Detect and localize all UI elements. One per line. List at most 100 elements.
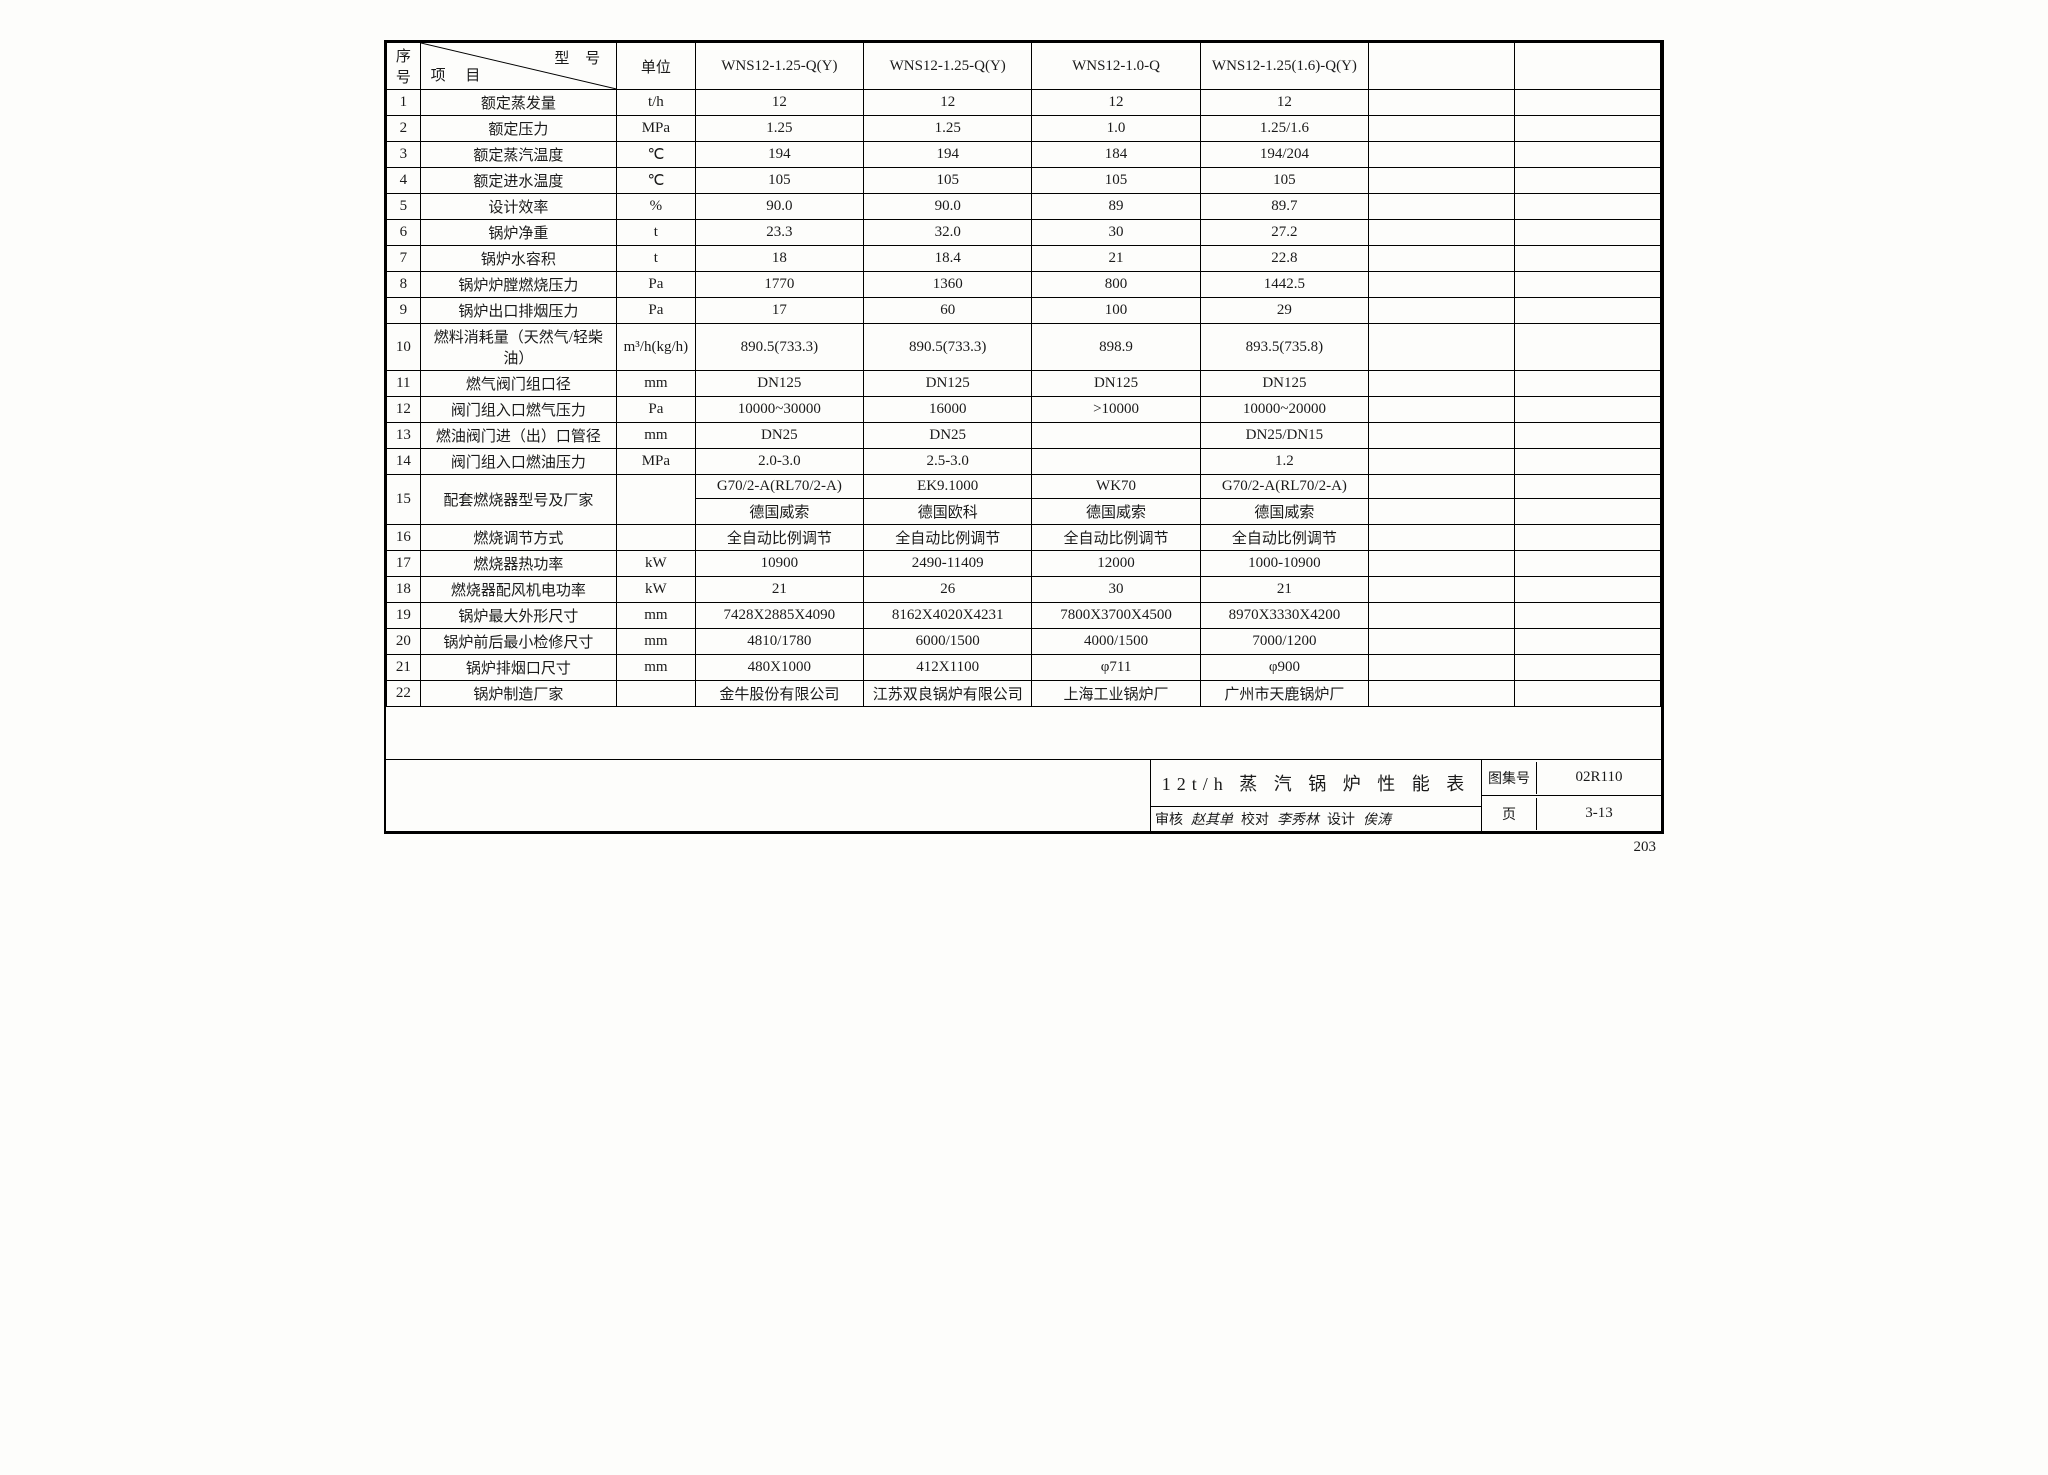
cell bbox=[1515, 525, 1661, 551]
cell: 德国威索 bbox=[695, 499, 863, 525]
table-row: 22锅炉制造厂家金牛股份有限公司江苏双良锅炉有限公司上海工业锅炉厂广州市天鹿锅炉… bbox=[387, 681, 1661, 707]
cell: 18.4 bbox=[864, 246, 1032, 272]
check-signature: 李秀林 bbox=[1273, 809, 1323, 829]
cell: 8970X3330X4200 bbox=[1200, 603, 1368, 629]
check-label: 校对 bbox=[1237, 809, 1273, 829]
row-item: 额定蒸发量 bbox=[420, 90, 616, 116]
cell bbox=[1369, 475, 1515, 499]
cell bbox=[1515, 142, 1661, 168]
row-item: 燃烧器配风机电功率 bbox=[420, 577, 616, 603]
row-item: 燃烧器热功率 bbox=[420, 551, 616, 577]
row-unit: mm bbox=[617, 603, 696, 629]
row-index: 13 bbox=[387, 423, 421, 449]
table-row: 6锅炉净重t23.332.03027.2 bbox=[387, 220, 1661, 246]
cell: 105 bbox=[695, 168, 863, 194]
row-item: 设计效率 bbox=[420, 194, 616, 220]
row-index: 4 bbox=[387, 168, 421, 194]
cell: 89.7 bbox=[1200, 194, 1368, 220]
cell: 17 bbox=[695, 298, 863, 324]
row-unit: kW bbox=[617, 577, 696, 603]
cell: 893.5(735.8) bbox=[1200, 324, 1368, 371]
row-item: 阀门组入口燃油压力 bbox=[420, 449, 616, 475]
table-row: 8锅炉炉膛燃烧压力Pa177013608001442.5 bbox=[387, 272, 1661, 298]
row-item: 阀门组入口燃气压力 bbox=[420, 397, 616, 423]
cell: 1.25 bbox=[695, 116, 863, 142]
table-row: 21锅炉排烟口尺寸mm480X1000412X1100φ711φ900 bbox=[387, 655, 1661, 681]
row-unit: mm bbox=[617, 423, 696, 449]
col-item-header: 型 号 项 目 bbox=[420, 43, 616, 90]
cell: 4000/1500 bbox=[1032, 629, 1200, 655]
row-unit: MPa bbox=[617, 449, 696, 475]
cell: 1.2 bbox=[1200, 449, 1368, 475]
table-row: 11燃气阀门组口径mmDN125DN125DN125DN125 bbox=[387, 371, 1661, 397]
cell: 194 bbox=[864, 142, 1032, 168]
model-header: WNS12-1.25-Q(Y) bbox=[864, 43, 1032, 90]
cell: 10000~20000 bbox=[1200, 397, 1368, 423]
row-item: 锅炉出口排烟压力 bbox=[420, 298, 616, 324]
cell: 1.25 bbox=[864, 116, 1032, 142]
row-unit bbox=[617, 525, 696, 551]
cell: 7800X3700X4500 bbox=[1032, 603, 1200, 629]
row-unit bbox=[617, 681, 696, 707]
cell bbox=[1515, 246, 1661, 272]
cell: 1.25/1.6 bbox=[1200, 116, 1368, 142]
row-index: 12 bbox=[387, 397, 421, 423]
cell: 21 bbox=[1032, 246, 1200, 272]
cell: DN25 bbox=[695, 423, 863, 449]
row-index: 16 bbox=[387, 525, 421, 551]
row-unit: m³/h(kg/h) bbox=[617, 324, 696, 371]
cell: >10000 bbox=[1032, 397, 1200, 423]
row-item: 锅炉炉膛燃烧压力 bbox=[420, 272, 616, 298]
cell: DN25/DN15 bbox=[1200, 423, 1368, 449]
cell: 18 bbox=[695, 246, 863, 272]
row-unit: mm bbox=[617, 371, 696, 397]
row-item: 锅炉制造厂家 bbox=[420, 681, 616, 707]
table-header-row: 序号 型 号 项 目 单位 WNS12-1.25-Q(Y) WNS12-1.25… bbox=[387, 43, 1661, 90]
cell: 10000~30000 bbox=[695, 397, 863, 423]
cell bbox=[1032, 449, 1200, 475]
header-model-label: 型 号 bbox=[554, 47, 606, 68]
row-unit bbox=[617, 475, 696, 525]
cell: 2.0-3.0 bbox=[695, 449, 863, 475]
cell: 1770 bbox=[695, 272, 863, 298]
row-index: 3 bbox=[387, 142, 421, 168]
cell: 8162X4020X4231 bbox=[864, 603, 1032, 629]
row-item: 锅炉最大外形尺寸 bbox=[420, 603, 616, 629]
row-unit: t/h bbox=[617, 90, 696, 116]
cell: 27.2 bbox=[1200, 220, 1368, 246]
cell: EK9.1000 bbox=[864, 475, 1032, 499]
table-row: 3额定蒸汽温度℃194194184194/204 bbox=[387, 142, 1661, 168]
table-row: 20锅炉前后最小检修尺寸mm4810/17806000/15004000/150… bbox=[387, 629, 1661, 655]
row-unit: ℃ bbox=[617, 142, 696, 168]
header-item-label: 项 目 bbox=[431, 64, 489, 85]
cell: DN125 bbox=[864, 371, 1032, 397]
audit-label: 审核 bbox=[1151, 809, 1187, 829]
row-item: 配套燃烧器型号及厂家 bbox=[420, 475, 616, 525]
cell: DN125 bbox=[1032, 371, 1200, 397]
cell: 194 bbox=[695, 142, 863, 168]
cell: 21 bbox=[695, 577, 863, 603]
cell bbox=[1515, 324, 1661, 371]
cell: 412X1100 bbox=[864, 655, 1032, 681]
row-item: 锅炉前后最小检修尺寸 bbox=[420, 629, 616, 655]
cell: 105 bbox=[1200, 168, 1368, 194]
cell bbox=[1369, 298, 1515, 324]
row-item: 锅炉水容积 bbox=[420, 246, 616, 272]
table-row: 5设计效率%90.090.08989.7 bbox=[387, 194, 1661, 220]
cell bbox=[1369, 246, 1515, 272]
table-row: 12阀门组入口燃气压力Pa10000~3000016000>1000010000… bbox=[387, 397, 1661, 423]
cell: 29 bbox=[1200, 298, 1368, 324]
cell: 800 bbox=[1032, 272, 1200, 298]
row-unit: MPa bbox=[617, 116, 696, 142]
row-item: 燃气阀门组口径 bbox=[420, 371, 616, 397]
cell: 60 bbox=[864, 298, 1032, 324]
col-idx-header: 序号 bbox=[387, 43, 421, 90]
cell: 105 bbox=[1032, 168, 1200, 194]
table-row: 4额定进水温度℃105105105105 bbox=[387, 168, 1661, 194]
row-index: 22 bbox=[387, 681, 421, 707]
title-block: 12t/h 蒸 汽 锅 炉 性 能 表 审核 赵其单 校对 李秀林 设计 俟涛 … bbox=[386, 759, 1661, 831]
row-item: 燃烧调节方式 bbox=[420, 525, 616, 551]
cell bbox=[1369, 681, 1515, 707]
cell: 广州市天鹿锅炉厂 bbox=[1200, 681, 1368, 707]
spec-table: 序号 型 号 项 目 单位 WNS12-1.25-Q(Y) WNS12-1.25… bbox=[386, 42, 1661, 707]
